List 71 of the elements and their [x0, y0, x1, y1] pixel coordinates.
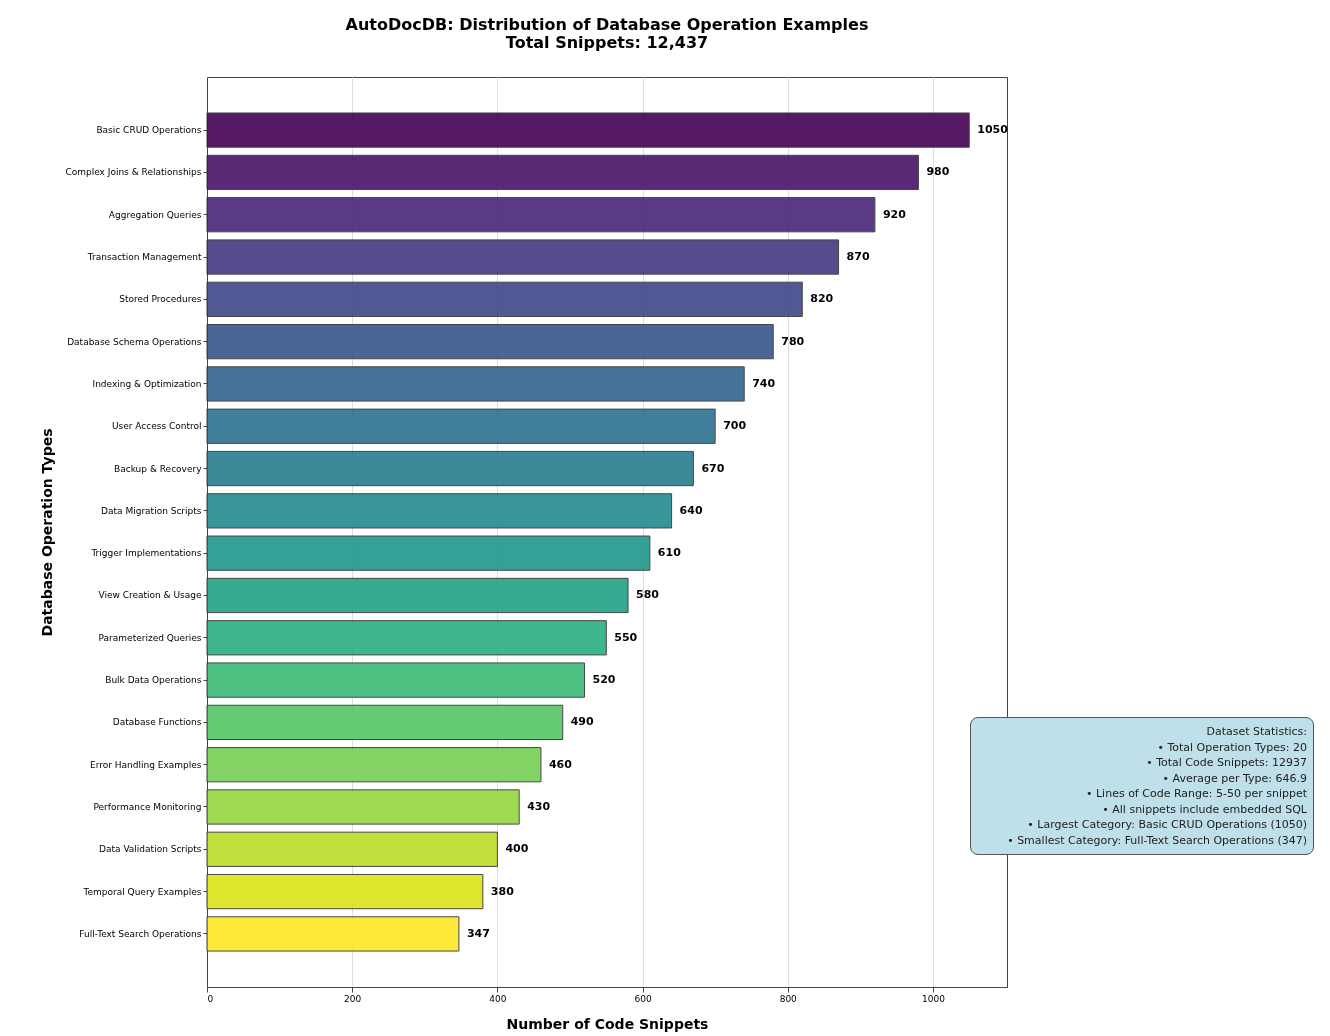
y-tick-label: Aggregation Queries [108, 209, 202, 220]
chart-title: AutoDocDB: Distribution of Database Operation Examples [345, 15, 869, 34]
bar [206, 281, 803, 317]
x-tick-label: 0 [207, 993, 214, 1004]
y-tick-label: Data Migration Scripts [101, 505, 202, 516]
y-tick-label: Performance Monitoring [93, 801, 202, 812]
data-label: 640 [679, 503, 703, 517]
data-label: 700 [723, 419, 747, 433]
bar [206, 408, 716, 444]
bar [206, 112, 970, 148]
bar [206, 577, 629, 614]
bar [206, 197, 876, 233]
data-label: 347 [466, 926, 490, 940]
data-label: 740 [752, 376, 776, 390]
data-label: 870 [846, 250, 870, 264]
y-tick-label: View Creation & Usage [98, 590, 202, 601]
y-axis-title: Database Operation Types [39, 428, 56, 637]
y-tick-label: User Access Control [111, 421, 202, 432]
bar [206, 366, 745, 402]
data-label: 460 [548, 757, 573, 771]
data-label: 580 [636, 588, 660, 602]
bar [206, 535, 651, 571]
y-tick-label: Database Functions [112, 717, 202, 728]
y-tick-label: Bulk Data Operations [105, 675, 202, 686]
annotation: • Smallest Category: Full-Text Search Operations (347) [1006, 832, 1307, 848]
x-tick-label: 600 [634, 993, 652, 1004]
data-label: 490 [570, 715, 595, 729]
x-tick-label: 1000 [922, 993, 946, 1004]
data-label: 430 [527, 799, 551, 813]
data-label: 550 [614, 630, 638, 644]
y-tick-label: Backup & Recovery [114, 463, 203, 474]
bar [206, 916, 460, 952]
y-tick-label: Temporal Query Examples [82, 886, 202, 897]
data-label: 520 [592, 673, 616, 687]
data-label: 980 [926, 165, 950, 179]
bar [206, 704, 564, 741]
y-tick-label: Stored Procedures [119, 294, 202, 305]
x-axis-title: Number of Code Snippets [506, 1015, 709, 1032]
x-tick-label: 400 [489, 993, 507, 1004]
bar [206, 873, 484, 910]
data-label: 820 [810, 292, 834, 306]
y-tick-label: Complex Joins & Relationships [65, 167, 202, 178]
bar [206, 154, 919, 191]
data-label: 920 [882, 207, 907, 221]
y-tick-label: Data Validation Scripts [99, 844, 202, 855]
bar [206, 450, 694, 487]
x-tick-label: 800 [779, 993, 798, 1004]
x-tick-label: 200 [344, 993, 362, 1004]
data-label: 780 [781, 334, 805, 348]
data-label: 670 [701, 461, 725, 475]
bar [206, 789, 520, 825]
bar [206, 831, 498, 867]
bar [206, 239, 840, 275]
y-tick-label: Transaction Management [86, 252, 202, 263]
y-tick-label: Trigger Implementations [90, 548, 202, 559]
y-tick-label: Parameterized Queries [98, 632, 202, 643]
chart-subtitle: Total Snippets: 12,437 [505, 33, 709, 52]
y-tick-label: Basic CRUD Operations [96, 125, 202, 136]
y-tick-label: Database Schema Operations [67, 336, 202, 347]
bar [206, 493, 673, 529]
data-label: 610 [657, 546, 682, 560]
data-label: 400 [505, 842, 529, 856]
bar [206, 662, 585, 698]
bar [206, 620, 607, 656]
y-tick-label: Error Handling Examples [89, 759, 202, 770]
bar [206, 747, 542, 783]
data-label: 380 [490, 884, 515, 898]
stats-text-box: Dataset Statistics: • Total Operation Types: 20 • Total Code Snippets: 12937 • Average per Type: 646.9 • Lines of Code Range: 5-50 per snippet • All snippets include embedded SQL • Largest Category: Basic CRUD Operations (1050) • Smallest Category: Full-Text Search Operations (347) [970, 717, 1314, 855]
y-tick-label: Full-Text Search Operations [79, 928, 202, 939]
bar [206, 323, 774, 360]
y-tick-label: Indexing & Optimization [92, 378, 202, 389]
